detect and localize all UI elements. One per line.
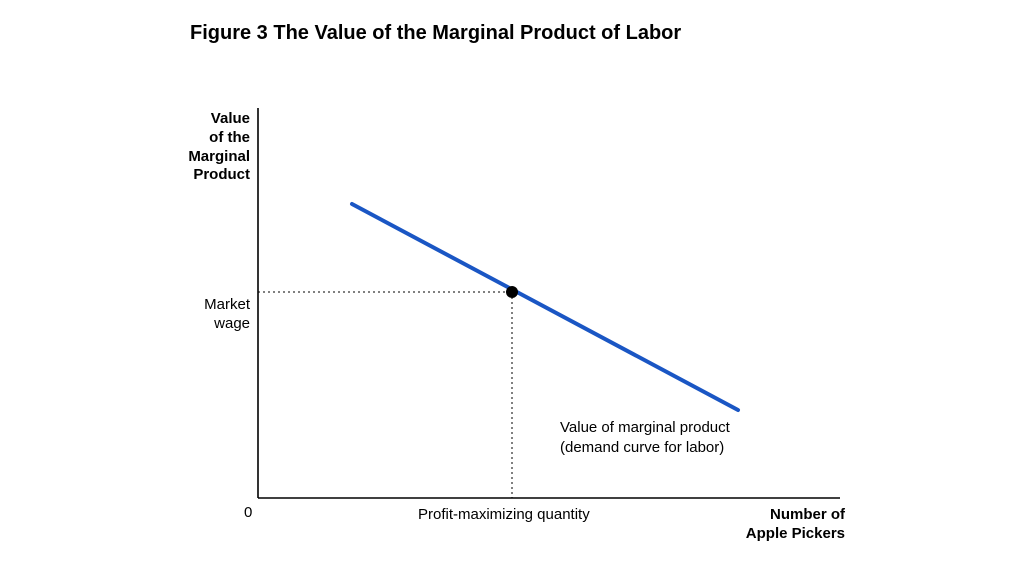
x-axis-label: Number ofApple Pickers — [746, 506, 845, 544]
market-wage-label: Marketwage — [204, 296, 250, 334]
equilibrium-point — [506, 286, 518, 298]
curve-label-line1: Value of marginal product — [560, 419, 730, 436]
figure-title: Figure 3 The Value of the Marginal Produ… — [190, 22, 681, 45]
origin-label: 0 — [244, 504, 252, 521]
y-axis-label: Valueof theMarginalProduct — [188, 110, 250, 185]
chart-canvas — [0, 0, 1024, 576]
curve-label: Value of marginal product (demand curve … — [560, 418, 730, 457]
profit-maximizing-label: Profit-maximizing quantity — [418, 506, 590, 523]
demand-curve — [352, 204, 738, 410]
curve-label-line2: (demand curve for labor) — [560, 439, 724, 456]
